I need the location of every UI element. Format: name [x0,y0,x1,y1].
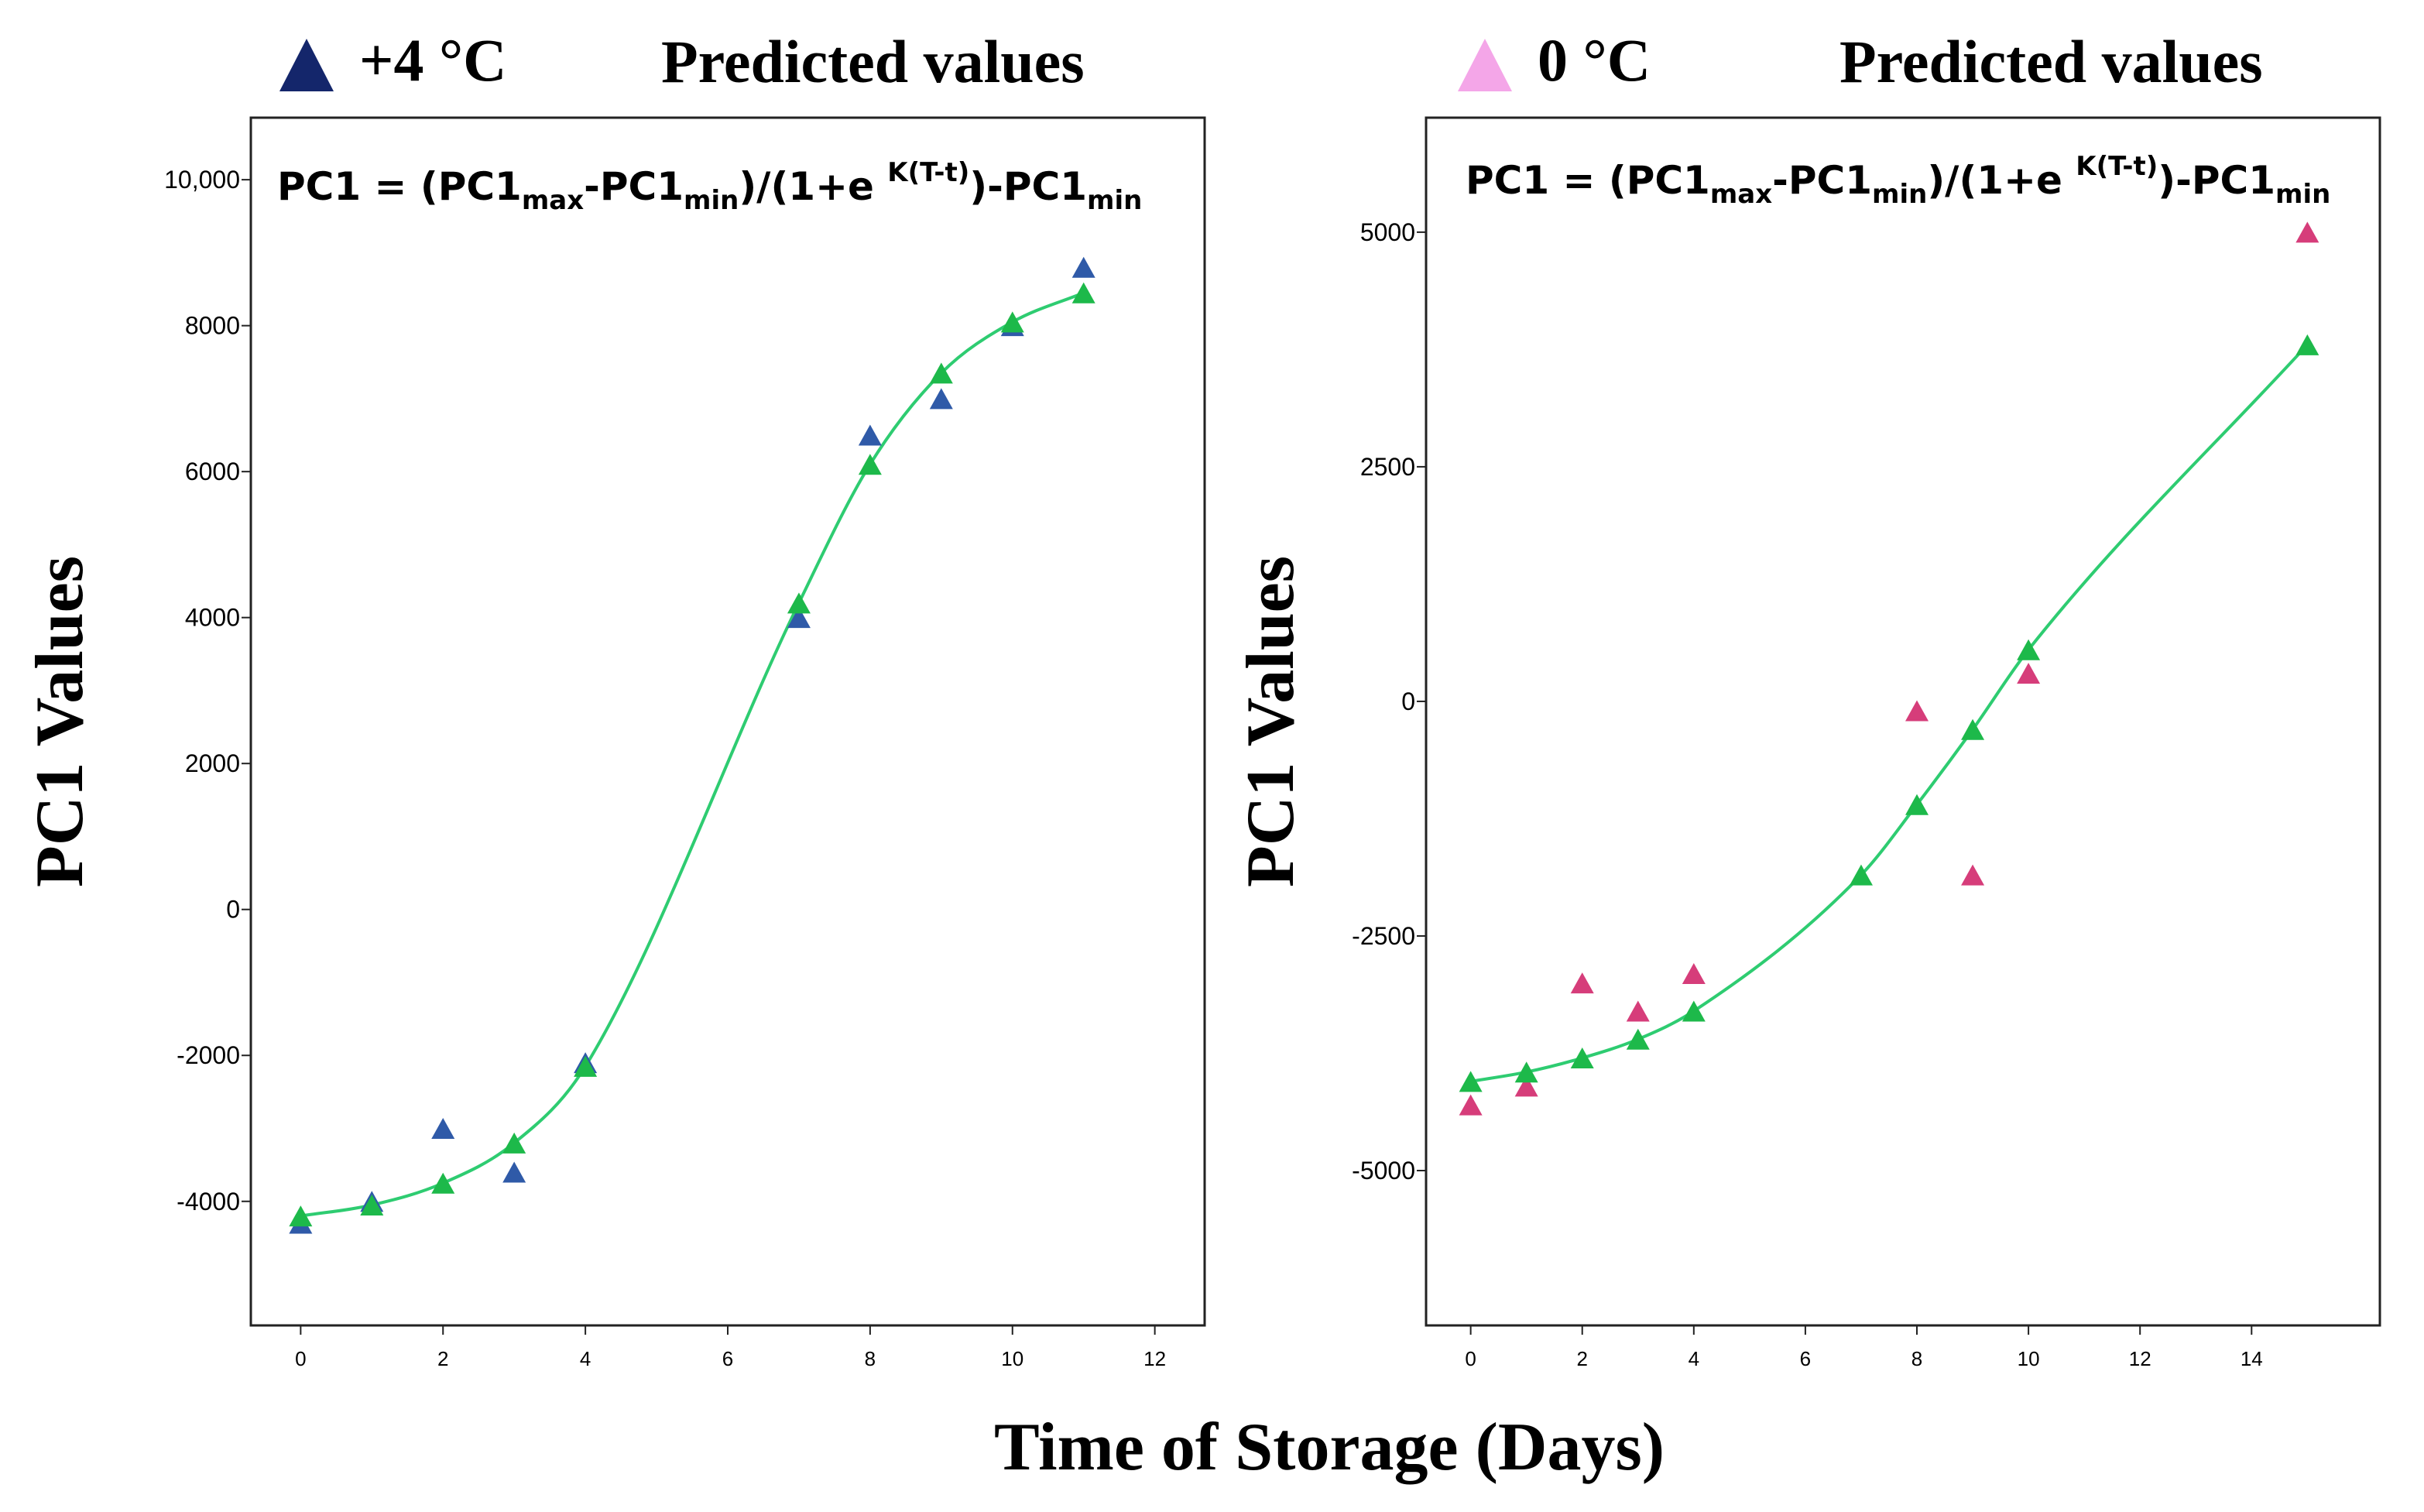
observed-point [929,388,953,410]
x-tick-label: 2 [437,1347,448,1370]
y-tick-label: 10,000 [164,166,240,194]
predicted-point [574,1055,598,1077]
y-tick-label: 2000 [185,749,240,777]
equation-left: PC1 = (PC1max-PC1min)/(1+e K(T-t))-PC1mi… [277,157,1142,216]
predicted-point [1961,718,1985,740]
predicted-point [1905,794,1929,815]
y-tick-label: 2500 [1360,453,1415,481]
predicted-point [1682,1000,1706,1022]
legend-label-predicted-right: Predicted values [1839,28,2263,95]
x-tick-label: 4 [580,1347,591,1370]
predicted-point [360,1194,384,1215]
predicted-point [502,1132,526,1154]
observed-point [1071,256,1095,278]
predicted-point [289,1205,313,1227]
x-tick-label: 10 [2018,1347,2040,1370]
legend-marker-0c [1458,39,1512,91]
x-tick-label: 12 [1143,1347,1166,1370]
x-tick-label: 0 [295,1347,306,1370]
y-tick-label: -2000 [177,1041,240,1069]
chart-right: 0 2 4 6 8 10 12 14 -5000 -2500 0 2500 5000 [1352,218,2319,1370]
predicted-point [858,454,882,475]
legend-label-0c: 0 °C [1538,26,1651,94]
x-axis-label: Time of Storage (Days) [994,1410,1665,1485]
y-tick-label: 0 [1401,687,1415,715]
fit-curve [300,291,1085,1218]
x-tick-label: 12 [2129,1347,2151,1370]
x-tick-label: 4 [1689,1347,1699,1370]
legend-label-4c: +4 °C [359,26,506,94]
observed-point [1570,972,1594,994]
predicted-point [1514,1061,1538,1083]
equation-right: PC1 = (PC1max-PC1min)/(1+e K(T-t))-PC1mi… [1466,151,2330,210]
y-tick-label: 0 [226,896,240,924]
observed-point [1626,1000,1650,1022]
predicted-point [1570,1047,1594,1069]
y-tick-label: 4000 [185,604,240,632]
predicted-point [929,362,953,384]
observed-point [787,607,811,629]
predicted-point [1459,1071,1483,1092]
x-tick-label: 14 [2241,1347,2263,1370]
legend-label-predicted-left: Predicted values [661,28,1085,95]
predicted-point [2017,639,2041,660]
observed-point [431,1117,455,1139]
observed-point [502,1161,526,1183]
x-tick-label: 8 [865,1347,876,1370]
y-tick-label: -2500 [1352,922,1415,950]
predicted-point [1849,864,1873,886]
y-tick-label: -5000 [1352,1157,1415,1185]
y-tick-label: 8000 [185,312,240,340]
predicted-point [1071,282,1095,303]
predicted-point [1000,311,1024,333]
x-tick-label: 0 [1465,1347,1476,1370]
x-tick-label: 6 [722,1347,733,1370]
x-tick-label: 8 [1911,1347,1922,1370]
legend-marker-4c [279,39,334,91]
y-axis-label-left: PC1 Values [22,556,98,887]
observed-point [1459,1094,1483,1116]
y-tick-label: -4000 [177,1188,240,1215]
predicted-point [2295,334,2319,355]
chart-left: 0 2 4 6 8 10 12 -4000 -2000 0 2000 4000 6000 8000 10,0… [164,166,1166,1370]
fit-curve [1470,343,2309,1083]
x-tick-label: 10 [1001,1347,1023,1370]
x-tick-label: 6 [1800,1347,1811,1370]
predicted-point [1626,1028,1650,1050]
x-tick-label: 2 [1576,1347,1587,1370]
y-tick-label: 5000 [1360,218,1415,246]
observed-point [1905,700,1929,722]
observed-point [2295,221,2319,243]
observed-point [1682,962,1706,984]
observed-point [2017,663,2041,684]
observed-point [858,424,882,446]
plot-frame-left [249,116,1206,1327]
observed-point [1514,1075,1538,1097]
plot-frame-right [1425,116,2381,1327]
y-axis-label-right: PC1 Values [1233,556,1308,887]
observed-point [1961,864,1985,886]
y-tick-label: 6000 [185,458,240,485]
predicted-point [787,592,811,614]
predicted-point [431,1172,455,1194]
